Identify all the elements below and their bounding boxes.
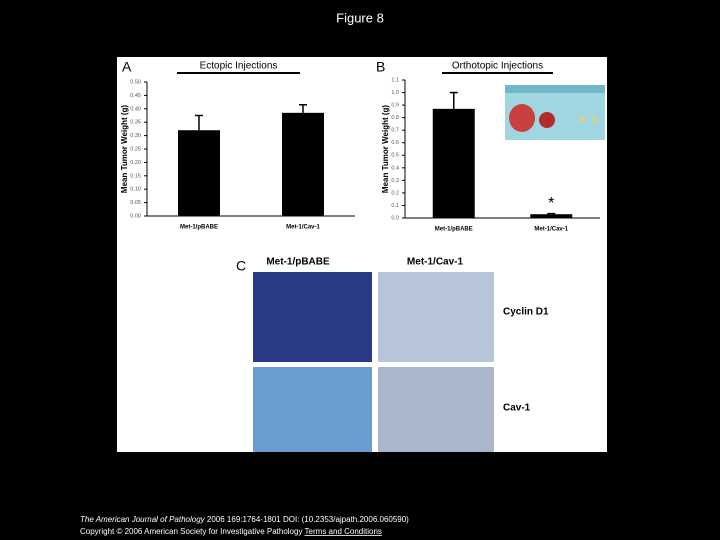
y-tick-label: 0.3 <box>391 178 399 184</box>
y-tick-label: 0.5 <box>391 153 399 159</box>
y-tick-label: 0.50 <box>130 79 141 85</box>
bar <box>178 130 220 216</box>
panel-label: A <box>122 59 132 75</box>
y-tick-label: 1.0 <box>391 90 399 96</box>
bar <box>432 108 475 218</box>
citation: The American Journal of Pathology 2006 1… <box>80 515 409 524</box>
y-axis-label: Mean Tumor Weight (g) <box>381 105 390 193</box>
chart-title: Orthotopic Injections <box>452 61 543 72</box>
y-tick-label: 0.30 <box>130 133 141 139</box>
micrograph <box>253 272 372 362</box>
panel-label: B <box>376 59 385 75</box>
y-tick-label: 0.7 <box>391 128 399 134</box>
journal: The American Journal of Pathology <box>80 515 206 524</box>
annotation: * <box>548 195 554 212</box>
row-label: Cav-1 <box>503 403 531 414</box>
y-tick-label: 0.15 <box>130 173 141 179</box>
x-tick-label: Met-1/pBABE <box>180 225 218 231</box>
bar <box>282 112 324 216</box>
micrograph <box>253 367 372 452</box>
x-tick-label: Met-1/pBABE <box>435 227 473 233</box>
y-tick-label: 0.20 <box>130 160 141 166</box>
y-axis-label: Mean Tumor Weight (g) <box>120 105 129 193</box>
y-tick-label: 0.6 <box>391 140 399 146</box>
micrograph <box>378 272 494 362</box>
row-label: Cyclin D1 <box>503 307 549 318</box>
inset-photo <box>505 85 605 140</box>
column-header: Met-1/pBABE <box>266 257 330 268</box>
y-tick-label: 0.1 <box>391 203 399 209</box>
terms-link[interactable]: Terms and Conditions <box>305 527 382 536</box>
y-tick-label: 0.25 <box>130 146 141 152</box>
chart-title: Ectopic Injections <box>200 61 278 72</box>
y-tick-label: 0.40 <box>130 106 141 112</box>
y-tick-label: 0.2 <box>391 190 399 196</box>
copyright: Copyright © 2006 American Society for In… <box>80 527 382 536</box>
column-header: Met-1/Cav-1 <box>407 257 464 268</box>
y-tick-label: 0.0 <box>391 215 399 221</box>
x-tick-label: Met-1/Cav-1 <box>534 227 568 233</box>
x-tick-label: Met-1/Cav-1 <box>286 225 320 231</box>
y-tick-label: 0.8 <box>391 115 399 121</box>
y-tick-label: 0.4 <box>391 165 399 171</box>
citation-detail: 2006 169:1764-1801 DOI: (10.2353/ajpath.… <box>207 515 409 524</box>
micrograph <box>378 367 494 452</box>
y-tick-label: 0.05 <box>130 200 141 206</box>
y-tick-label: 0.45 <box>130 93 141 99</box>
y-tick-label: 0.10 <box>130 187 141 193</box>
bar <box>530 214 573 218</box>
y-tick-label: 0.35 <box>130 120 141 126</box>
copyright-text: Copyright © 2006 American Society for In… <box>80 527 302 536</box>
y-tick-label: 1.1 <box>391 77 399 83</box>
panel-label: C <box>236 258 246 274</box>
slide-title: Figure 8 <box>336 10 384 25</box>
y-tick-label: 0.9 <box>391 103 399 109</box>
y-tick-label: 0.00 <box>130 213 141 219</box>
